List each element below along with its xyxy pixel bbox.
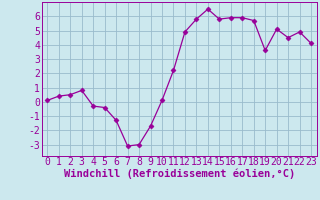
X-axis label: Windchill (Refroidissement éolien,°C): Windchill (Refroidissement éolien,°C)	[64, 169, 295, 179]
